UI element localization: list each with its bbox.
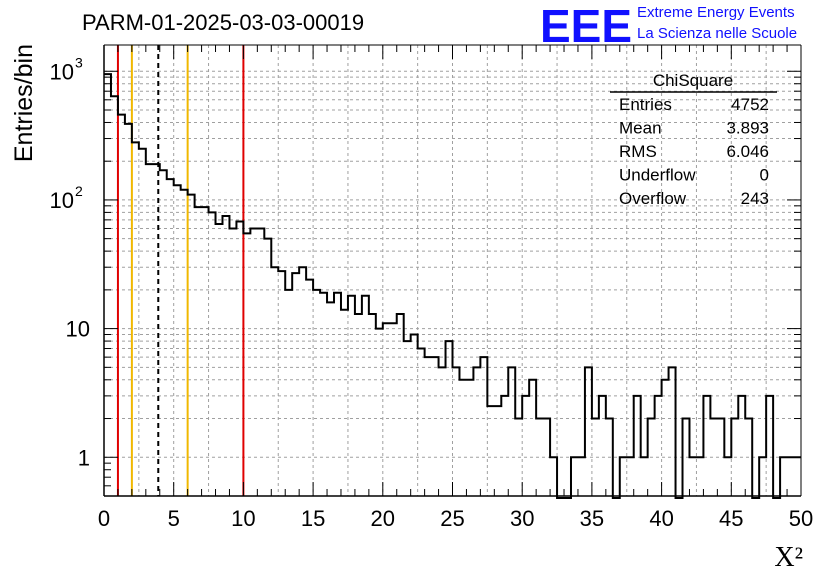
logo-mark: EEE	[540, 0, 632, 52]
stats-row-label: RMS	[619, 142, 657, 161]
y-tick-label: 10	[50, 59, 74, 84]
axes	[103, 44, 802, 497]
stats-row-value: 243	[741, 189, 769, 208]
grid-lines	[104, 45, 801, 497]
eee-logo: EEE Extreme Energy Events La Scienza nel…	[540, 0, 797, 52]
x-axis-label: X²	[774, 542, 803, 572]
y-tick-label: 1	[78, 445, 90, 470]
x-tick-label: 10	[231, 506, 255, 531]
x-tick-label: 30	[510, 506, 534, 531]
reference-lines	[116, 45, 245, 496]
x-tick-label: 0	[98, 506, 110, 531]
chart-title: PARM-01-2025-03-03-00019	[82, 10, 364, 35]
x-tick-labels: 0 5 10 15 20 25 30 35 40 45 50	[98, 506, 813, 531]
x-tick-label: 40	[649, 506, 673, 531]
stats-row-label: Entries	[619, 95, 672, 114]
stats-row-value: 6.046	[726, 142, 769, 161]
stats-row-label: Underflow	[619, 166, 696, 185]
y-axis-label: Entries/bin	[10, 44, 38, 162]
stats-row-value: 4752	[731, 95, 769, 114]
x-tick-label: 25	[440, 506, 464, 531]
stats-box-title: ChiSquare	[653, 71, 733, 90]
stats-row-label: Mean	[619, 119, 662, 138]
y-tick-exponent: 2	[75, 183, 83, 199]
x-tick-label: 35	[580, 506, 604, 531]
stats-row-label: Overflow	[619, 189, 687, 208]
histogram-series	[104, 73, 801, 499]
x-tick-label: 50	[789, 506, 813, 531]
x-tick-label: 20	[371, 506, 395, 531]
x-tick-label: 15	[301, 506, 325, 531]
x-tick-label: 5	[168, 506, 180, 531]
logo-line1: Extreme Energy Events	[637, 4, 795, 21]
logo-line2: La Scienza nelle Scuole	[637, 25, 797, 42]
stats-row-value: 3.893	[726, 119, 769, 138]
y-tick-exponent: 3	[75, 54, 83, 70]
y-tick-label: 10	[50, 188, 74, 213]
y-tick-label: 10	[66, 317, 90, 342]
stats-box: ChiSquare Entries 4752 Mean 3.893 RMS 6.046 Un…	[610, 71, 777, 208]
stats-row-value: 0	[760, 166, 769, 185]
x-tick-label: 45	[719, 506, 743, 531]
